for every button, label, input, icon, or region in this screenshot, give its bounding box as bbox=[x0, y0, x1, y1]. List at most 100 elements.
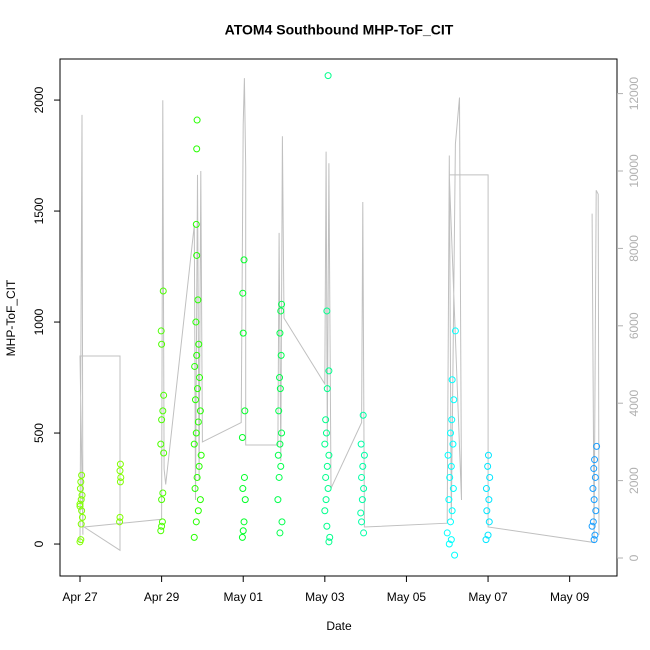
point bbox=[194, 418, 202, 426]
point bbox=[193, 351, 201, 359]
point bbox=[589, 485, 597, 493]
point bbox=[77, 520, 85, 528]
point bbox=[449, 440, 457, 448]
point bbox=[357, 440, 365, 448]
point bbox=[158, 340, 166, 348]
point bbox=[448, 507, 456, 515]
point bbox=[321, 507, 329, 515]
point bbox=[190, 533, 198, 541]
point bbox=[276, 440, 284, 448]
point bbox=[192, 318, 200, 326]
point bbox=[447, 536, 455, 544]
y2-tick-label: 10000 bbox=[627, 154, 641, 188]
y2-tick-label: 0 bbox=[627, 554, 641, 561]
point bbox=[358, 518, 366, 526]
point bbox=[116, 460, 124, 468]
point bbox=[192, 220, 200, 228]
point bbox=[276, 329, 284, 337]
point bbox=[76, 500, 84, 508]
point bbox=[593, 442, 601, 450]
point bbox=[240, 256, 248, 264]
point bbox=[116, 478, 124, 486]
point bbox=[444, 451, 452, 459]
point bbox=[158, 518, 166, 526]
point bbox=[443, 529, 451, 537]
point bbox=[193, 473, 201, 481]
point bbox=[192, 518, 200, 526]
y-tick-label: 1500 bbox=[32, 197, 46, 224]
point bbox=[326, 533, 334, 541]
point bbox=[78, 471, 86, 479]
y-tick-label: 2000 bbox=[32, 86, 46, 113]
point bbox=[321, 440, 329, 448]
point bbox=[196, 374, 204, 382]
point bbox=[484, 531, 492, 539]
point bbox=[239, 329, 247, 337]
point bbox=[275, 473, 283, 481]
point bbox=[591, 456, 599, 464]
point bbox=[588, 522, 596, 530]
point bbox=[447, 462, 455, 470]
point bbox=[323, 385, 331, 393]
point bbox=[447, 518, 455, 526]
point bbox=[322, 416, 330, 424]
point bbox=[275, 407, 283, 415]
point bbox=[358, 473, 366, 481]
point bbox=[590, 536, 598, 544]
point bbox=[325, 538, 333, 546]
point bbox=[157, 327, 165, 335]
point bbox=[322, 429, 330, 437]
point bbox=[77, 478, 85, 486]
point bbox=[591, 531, 599, 539]
point bbox=[448, 416, 456, 424]
point bbox=[360, 451, 368, 459]
point bbox=[360, 529, 368, 537]
point bbox=[590, 496, 598, 504]
point bbox=[76, 485, 84, 493]
point bbox=[277, 462, 285, 470]
point bbox=[484, 451, 492, 459]
point bbox=[157, 527, 165, 535]
point bbox=[323, 462, 331, 470]
point bbox=[447, 429, 455, 437]
point bbox=[193, 116, 201, 124]
point bbox=[591, 473, 599, 481]
point bbox=[589, 518, 597, 526]
point bbox=[191, 396, 199, 404]
point bbox=[158, 496, 166, 504]
point bbox=[239, 289, 247, 297]
point bbox=[240, 473, 248, 481]
point bbox=[451, 327, 459, 335]
point bbox=[194, 507, 202, 515]
point bbox=[325, 451, 333, 459]
point bbox=[240, 518, 248, 526]
point bbox=[239, 527, 247, 535]
point bbox=[445, 540, 453, 548]
point bbox=[77, 496, 85, 504]
x-tick-label: May 01 bbox=[224, 590, 264, 604]
y-axis-label: MHP-ToF_CIT bbox=[4, 279, 18, 356]
point bbox=[194, 385, 202, 393]
chart-title: ATOM4 Southbound MHP-ToF_CIT bbox=[225, 22, 454, 38]
point bbox=[450, 396, 458, 404]
point bbox=[76, 502, 84, 510]
point bbox=[78, 513, 86, 521]
point bbox=[193, 145, 201, 153]
point bbox=[241, 407, 249, 415]
point bbox=[78, 491, 86, 499]
y2-tick-label: 8000 bbox=[627, 235, 641, 262]
point bbox=[276, 385, 284, 393]
point bbox=[276, 374, 284, 382]
point bbox=[485, 518, 493, 526]
point bbox=[592, 507, 600, 515]
point bbox=[194, 296, 202, 304]
point bbox=[278, 518, 286, 526]
point bbox=[192, 429, 200, 437]
y-tick-label: 1000 bbox=[32, 308, 46, 335]
point bbox=[241, 496, 249, 504]
point bbox=[482, 536, 490, 544]
point bbox=[359, 462, 367, 470]
point bbox=[160, 391, 168, 399]
